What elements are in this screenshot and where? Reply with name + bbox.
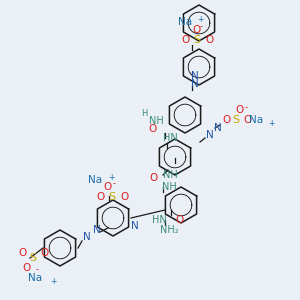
Text: -: -	[245, 103, 248, 112]
Text: -: -	[113, 179, 116, 188]
Text: S: S	[108, 192, 115, 202]
Text: N: N	[214, 123, 222, 133]
Text: NH₂: NH₂	[160, 225, 178, 235]
Text: O: O	[96, 192, 104, 202]
Text: -: -	[200, 22, 203, 32]
Text: NH: NH	[163, 170, 178, 180]
Text: O: O	[243, 115, 251, 125]
Text: -: -	[36, 266, 39, 274]
Text: S: S	[193, 35, 200, 45]
Text: Na: Na	[88, 175, 102, 185]
Text: O: O	[148, 124, 156, 134]
Text: O: O	[120, 192, 128, 202]
Text: O: O	[149, 173, 157, 183]
Text: H: H	[141, 109, 147, 118]
Text: O: O	[235, 105, 243, 115]
Text: S: S	[29, 253, 36, 263]
Text: N: N	[131, 221, 139, 231]
Text: O: O	[181, 35, 189, 45]
Text: O: O	[22, 263, 30, 273]
Text: HN: HN	[163, 133, 178, 143]
Text: +: +	[108, 173, 114, 182]
Text: NH: NH	[149, 116, 164, 126]
Text: HN: HN	[152, 215, 167, 225]
Text: O: O	[18, 248, 26, 258]
Text: S: S	[232, 115, 239, 125]
Text: O: O	[103, 182, 111, 192]
Text: N: N	[93, 225, 101, 235]
Text: NH: NH	[162, 182, 177, 192]
Text: O: O	[192, 25, 200, 35]
Text: +: +	[268, 118, 274, 127]
Text: O: O	[222, 115, 230, 125]
Text: N: N	[83, 232, 91, 242]
Text: O: O	[205, 35, 213, 45]
Text: Na: Na	[178, 17, 192, 27]
Text: N: N	[191, 79, 199, 89]
Text: Na: Na	[28, 273, 42, 283]
Text: O: O	[175, 215, 183, 225]
Text: O: O	[40, 248, 48, 258]
Text: +: +	[197, 14, 203, 23]
Text: N: N	[191, 71, 199, 81]
Text: Na: Na	[249, 115, 263, 125]
Text: +: +	[50, 277, 56, 286]
Text: N: N	[206, 130, 214, 140]
